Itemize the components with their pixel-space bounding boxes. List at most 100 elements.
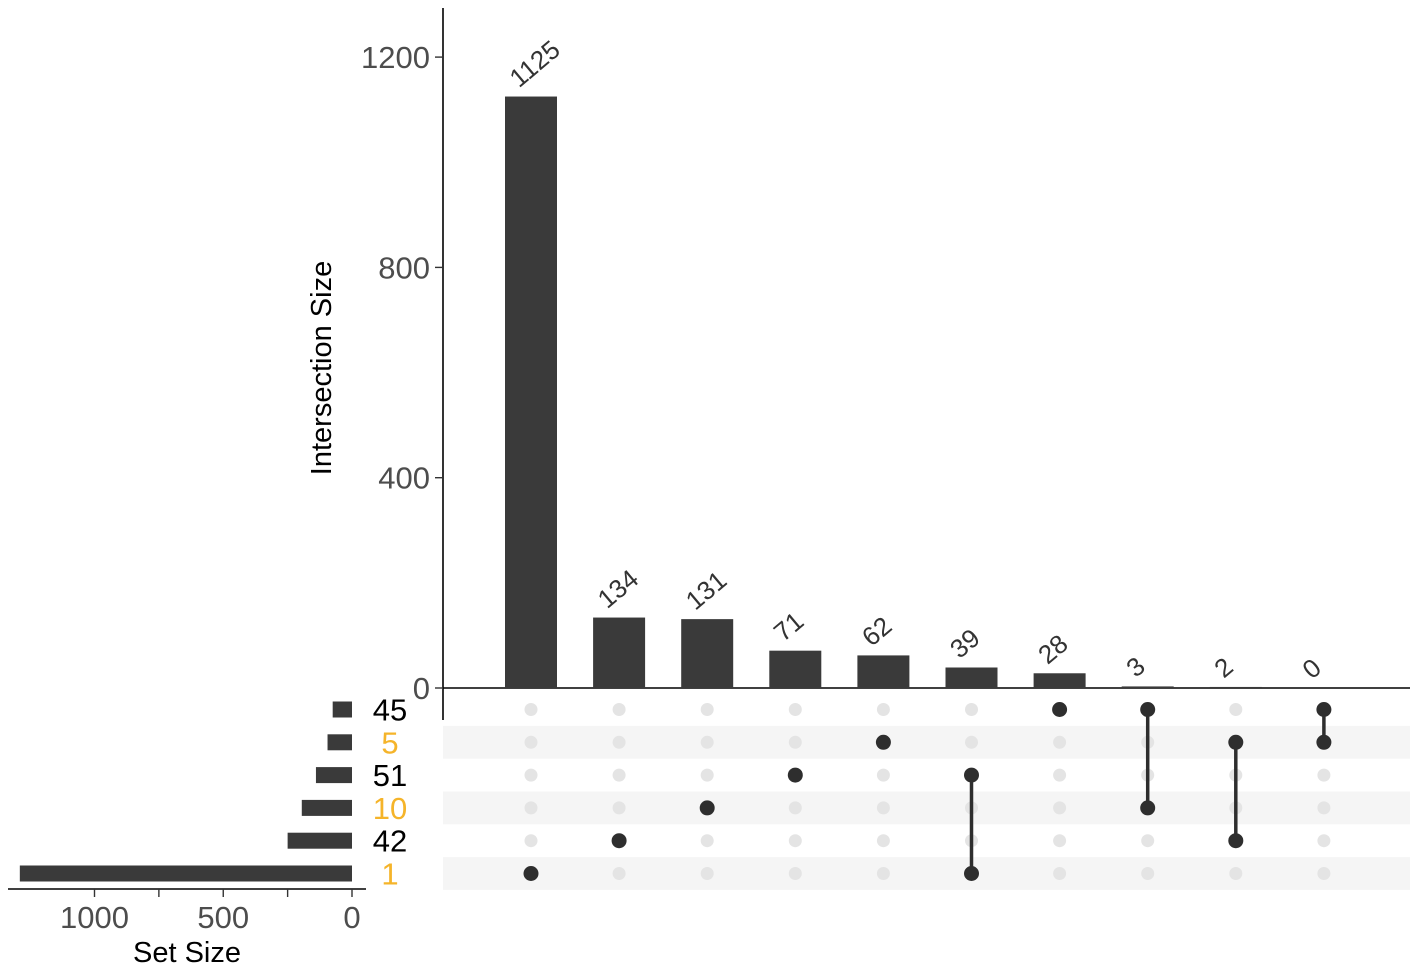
matrix-dot-active — [1316, 702, 1332, 717]
matrix-dot-active — [611, 833, 627, 849]
set-axis-tick-label: 0 — [343, 900, 360, 935]
set-name-label: 1 — [381, 857, 398, 892]
matrix-dot-inactive — [1053, 735, 1067, 749]
matrix-dot-inactive — [700, 735, 714, 749]
matrix-dot-active — [1316, 734, 1332, 750]
intersection-bar-label: 134 — [592, 563, 645, 614]
set-size-x-axis: 1000 500 0 Set Size — [8, 888, 366, 969]
matrix-dot-inactive — [1229, 703, 1243, 716]
set-name-label: 45 — [373, 693, 407, 728]
matrix-dot-inactive — [1053, 834, 1067, 848]
matrix-dot-inactive — [1229, 867, 1243, 880]
matrix-dot-active — [699, 800, 715, 816]
matrix-dot-inactive — [788, 867, 802, 880]
matrix-dot-inactive — [700, 703, 714, 716]
matrix-dot-active — [787, 767, 803, 783]
matrix-dot-inactive — [965, 703, 978, 716]
intersection-bar — [505, 96, 557, 688]
matrix-dot-inactive — [788, 703, 802, 716]
matrix-dot-inactive — [876, 834, 890, 848]
matrix-dot-inactive — [1317, 867, 1331, 880]
matrix-dot-inactive — [612, 735, 626, 749]
matrix-dot-inactive — [1317, 834, 1331, 848]
intersection-bar — [593, 617, 646, 688]
intersection-bar-label: 2 — [1208, 651, 1238, 683]
matrix-dot-active — [523, 866, 539, 881]
y-tick-label: 1200 — [361, 40, 430, 75]
matrix-dot-inactive — [876, 867, 890, 880]
matrix-dot-inactive — [524, 768, 538, 782]
matrix-dot-inactive — [1053, 867, 1067, 880]
intersection-bar-label: 28 — [1032, 628, 1073, 670]
matrix-dot-inactive — [612, 703, 626, 716]
matrix-dot-active — [1052, 702, 1068, 717]
intersection-bar-label: 131 — [680, 565, 733, 616]
matrix-dot-inactive — [788, 801, 802, 815]
matrix-dot-inactive — [700, 834, 714, 848]
set-size-bar — [327, 734, 352, 751]
matrix-dot-inactive — [876, 703, 890, 716]
matrix-dot-active — [1140, 702, 1156, 717]
intersection-bar-label: 71 — [768, 606, 809, 648]
intersection-bars: 1125 134 131 71 62 39 28 3 2 0 — [504, 34, 1350, 689]
matrix-dot-active — [964, 767, 979, 783]
set-axis-tick-label: 1000 — [60, 900, 129, 935]
set-size-bar — [287, 832, 352, 849]
y-tick-label: 800 — [378, 250, 430, 285]
matrix-dot-inactive — [524, 801, 538, 815]
set-size-bar — [315, 767, 352, 784]
matrix-dot-inactive — [700, 768, 714, 782]
matrix-dot-active — [964, 866, 979, 881]
intersection-bar — [1209, 686, 1262, 688]
matrix-stripes — [443, 725, 1410, 890]
matrix-dot-inactive — [612, 801, 626, 815]
matrix-dot-inactive — [1141, 867, 1155, 880]
set-name-label: 5 — [381, 725, 398, 760]
matrix-dot-active — [1140, 800, 1156, 816]
intersection-bar-label: 3 — [1120, 651, 1150, 683]
matrix-dot-inactive — [1141, 834, 1155, 848]
intersection-bar — [769, 650, 822, 688]
set-size-bar — [19, 865, 352, 882]
matrix-dot-inactive — [788, 735, 802, 749]
matrix-stripe — [443, 791, 1410, 825]
matrix-dot-inactive — [524, 735, 538, 749]
intersection-bar — [857, 655, 910, 688]
matrix-dot-inactive — [1317, 801, 1331, 815]
intersection-bar-label: 1125 — [504, 34, 566, 93]
matrix-dot-active — [875, 734, 891, 750]
matrix-dot-inactive — [788, 834, 802, 848]
matrix-dot-inactive — [524, 834, 538, 848]
y-tick-label: 400 — [378, 461, 430, 496]
matrix-dot-inactive — [612, 768, 626, 782]
matrix-dot-inactive — [876, 801, 890, 815]
matrix-stripe — [443, 857, 1410, 890]
set-size-bar — [332, 701, 352, 718]
matrix-dot-inactive — [876, 768, 890, 782]
set-name-label: 10 — [373, 791, 407, 826]
intersection-bar-label: 39 — [944, 623, 985, 665]
intersection-bar — [681, 619, 734, 688]
intersection-bar — [1121, 686, 1174, 688]
intersection-bar-label: 62 — [856, 610, 897, 652]
matrix-dot-active — [1228, 734, 1244, 750]
y-axis-title: Intersection Size — [306, 261, 338, 475]
set-name-label: 42 — [373, 824, 407, 859]
set-name-label: 51 — [373, 758, 407, 793]
matrix-dot-inactive — [1317, 768, 1331, 782]
matrix-dot-inactive — [524, 703, 538, 716]
set-size-bar — [301, 799, 352, 816]
matrix-dot-inactive — [1053, 768, 1067, 782]
y-tick-label: 0 — [413, 671, 430, 706]
matrix-stripe — [443, 725, 1410, 759]
intersection-bar-label: 0 — [1296, 652, 1326, 684]
intersection-bar — [945, 667, 998, 688]
matrix-dot-inactive — [1053, 801, 1067, 815]
set-axis-title: Set Size — [133, 937, 241, 969]
matrix-dot-inactive — [612, 867, 626, 880]
matrix-dot-inactive — [700, 867, 714, 880]
intersection-bar — [1033, 673, 1086, 688]
set-axis-tick-label: 500 — [197, 900, 249, 935]
